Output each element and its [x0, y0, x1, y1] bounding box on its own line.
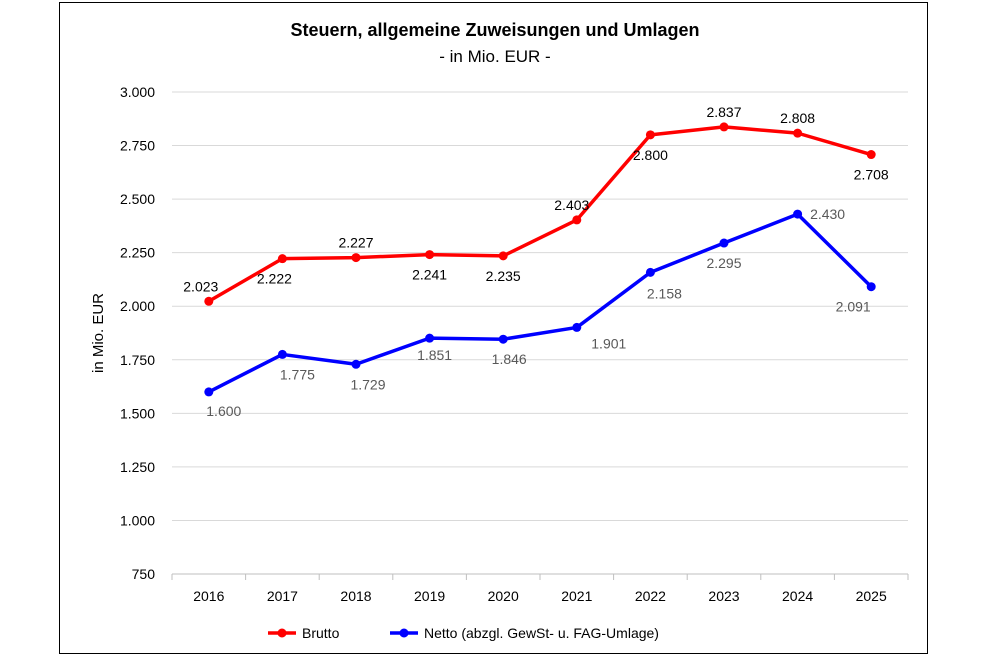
x-tick-label: 2024	[782, 588, 813, 604]
y-axis: 750 1.000 1.250 1.500 1.750 2.000 2.250 2.500 2.…	[120, 84, 155, 582]
y-tick-label: 1.750	[120, 352, 155, 368]
series-netto: 1.600 1.775 1.729 1.851 1.846 1.901 2.158 2.295…	[204, 206, 876, 419]
data-point	[866, 282, 876, 292]
data-point	[498, 251, 508, 261]
data-point	[425, 333, 435, 343]
data-point	[277, 254, 287, 264]
data-label: 2.430	[810, 206, 845, 222]
data-label: 2.235	[486, 268, 521, 284]
data-label: 2.403	[554, 197, 589, 213]
data-label: 2.023	[183, 278, 218, 294]
data-label: 2.295	[706, 255, 741, 271]
data-point	[645, 267, 655, 277]
data-point	[351, 253, 361, 263]
data-label: 1.775	[280, 366, 315, 382]
data-label: 2.091	[836, 299, 871, 315]
data-label: 1.600	[206, 403, 241, 419]
data-label: 2.241	[412, 267, 447, 283]
y-tick-label: 1.000	[120, 512, 155, 528]
data-point	[351, 359, 361, 369]
data-point	[793, 209, 803, 219]
data-point	[793, 128, 803, 138]
data-point	[572, 322, 582, 332]
legend-marker	[399, 628, 409, 638]
data-label: 2.227	[338, 235, 373, 251]
data-label: 2.158	[647, 285, 682, 301]
y-tick-label: 3.000	[120, 84, 155, 100]
chart-subtitle: - in Mio. EUR -	[439, 47, 550, 66]
data-label: 1.729	[350, 376, 385, 392]
x-tick-label: 2022	[635, 588, 666, 604]
y-tick-label: 2.750	[120, 138, 155, 154]
data-label: 2.222	[257, 271, 292, 287]
data-point	[572, 215, 582, 225]
series: 2.023 2.222 2.227 2.241 2.235 2.403 2.800 2.837…	[183, 104, 889, 419]
data-label: 2.808	[780, 110, 815, 126]
y-tick-label: 1.250	[120, 459, 155, 475]
y-tick-label: 2.000	[120, 298, 155, 314]
x-tick-label: 2025	[856, 588, 887, 604]
y-tick-label: 750	[132, 566, 156, 582]
x-axis: 2016 2017 2018 2019 2020 2021 2022 2023 2024 2025	[171, 573, 909, 604]
data-point	[204, 387, 214, 397]
data-point	[425, 250, 435, 260]
data-label: 2.800	[633, 147, 668, 163]
chart-frame: Steuern, allgemeine Zuweisungen und Umla…	[59, 2, 928, 654]
series-line	[207, 125, 873, 304]
data-point	[498, 334, 508, 344]
x-tick-label: 2023	[708, 588, 739, 604]
data-label: 2.837	[706, 104, 741, 120]
legend: Brutto Netto (abzgl. GewSt- u. FAG-Umlage…	[268, 625, 659, 641]
legend-label: Brutto	[302, 625, 340, 641]
x-tick-label: 2017	[267, 588, 298, 604]
x-tick-label: 2018	[340, 588, 371, 604]
x-tick-label: 2019	[414, 588, 445, 604]
y-tick-label: 2.500	[120, 191, 155, 207]
chart-title: Steuern, allgemeine Zuweisungen und Umla…	[290, 20, 699, 40]
line-chart: Steuern, allgemeine Zuweisungen und Umla…	[90, 20, 909, 641]
data-label: 1.846	[492, 351, 527, 367]
y-tick-label: 2.250	[120, 245, 155, 261]
legend-marker	[277, 628, 287, 638]
data-label: 1.901	[591, 335, 626, 351]
y-axis-label: in Mio. EUR	[90, 293, 107, 373]
series-brutto: 2.023 2.222 2.227 2.241 2.235 2.403 2.800 2.837…	[183, 104, 889, 306]
data-point	[866, 150, 876, 160]
data-point	[645, 130, 655, 140]
data-point	[204, 296, 214, 306]
y-tick-label: 1.500	[120, 405, 155, 421]
data-label: 2.708	[854, 167, 889, 183]
gridlines	[172, 91, 908, 521]
x-tick-label: 2020	[488, 588, 519, 604]
series-line	[207, 212, 873, 394]
x-tick-label: 2021	[561, 588, 592, 604]
data-point	[277, 349, 287, 359]
data-label: 1.851	[417, 347, 452, 363]
legend-label: Netto (abzgl. GewSt- u. FAG-Umlage)	[424, 625, 659, 641]
data-point	[719, 238, 729, 248]
x-tick-label: 2016	[193, 588, 224, 604]
data-point	[719, 122, 729, 132]
